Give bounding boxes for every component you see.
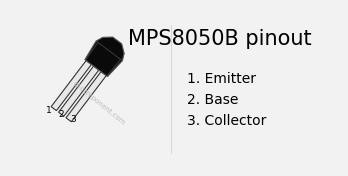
Text: 2: 2 — [58, 110, 64, 119]
Text: 2. Base: 2. Base — [187, 93, 238, 107]
Text: 3. Collector: 3. Collector — [187, 114, 266, 128]
Text: 3: 3 — [70, 115, 76, 124]
FancyBboxPatch shape — [58, 66, 99, 116]
Polygon shape — [85, 37, 124, 77]
FancyBboxPatch shape — [51, 61, 92, 111]
Text: 1. Emitter: 1. Emitter — [187, 72, 256, 86]
Text: el-component.com: el-component.com — [71, 81, 126, 126]
Text: 1: 1 — [46, 106, 52, 115]
FancyBboxPatch shape — [66, 72, 106, 122]
Text: MPS8050B pinout: MPS8050B pinout — [128, 29, 312, 49]
